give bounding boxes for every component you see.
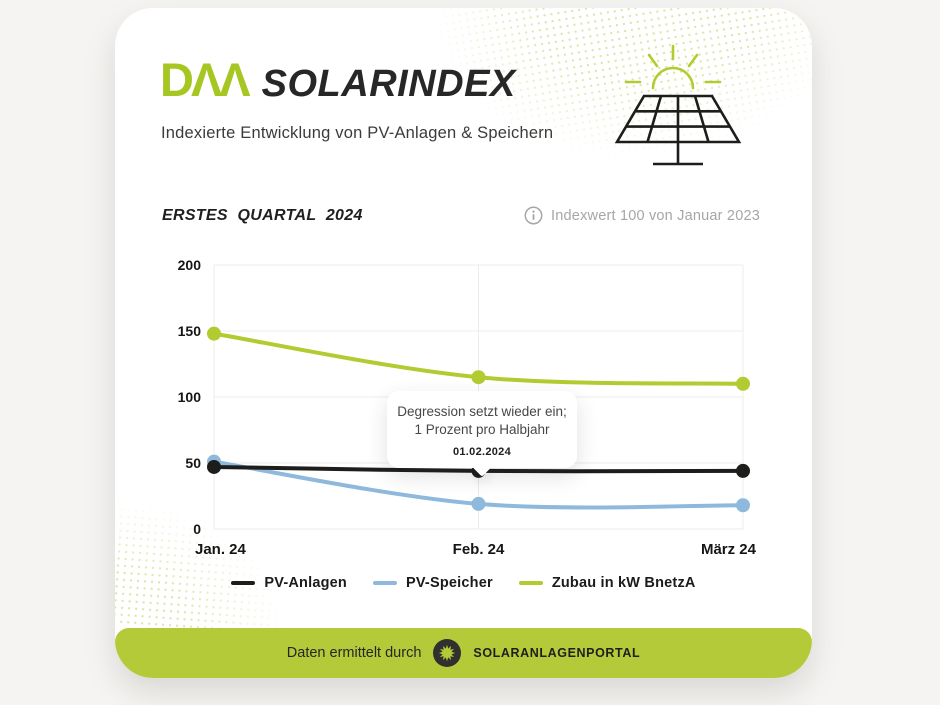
legend-item-pv-anlagen: PV-Anlagen <box>231 575 347 591</box>
point-pv-speicher <box>736 498 750 513</box>
annotation-date: 01.02.2024 <box>452 446 512 459</box>
y-tick-label: 0 <box>193 521 201 537</box>
annotation-line1: Degression setzt wieder ein; <box>397 404 567 419</box>
x-tick-label: Feb. 24 <box>453 541 505 558</box>
legend-swatch-pv-speicher <box>372 581 397 585</box>
sun-icon <box>624 44 722 90</box>
legend-item-pv-speicher: PV-Speicher <box>372 575 493 591</box>
infographic-card: DΛΛ SOLARINDEX Indexierte Entwicklung vo… <box>115 8 812 678</box>
solar-panel-icon <box>614 44 742 166</box>
footer-brand: SOLARANLAGENPORTAL <box>473 646 641 660</box>
x-tick-label: Jan. 24 <box>195 541 247 558</box>
subtitle: Indexierte Entwicklung von PV-Anlagen & … <box>161 124 554 142</box>
annotation-tooltip: Degression setzt wieder ein; 1 Prozent p… <box>387 391 577 469</box>
page-title: SOLARINDEX <box>261 63 516 105</box>
chart-legend: PV-Anlagen PV-Speicher Zubau in kW Bnetz… <box>115 575 812 591</box>
x-tick-label: März 24 <box>701 541 757 558</box>
section-header: ERSTES QUARTAL 2024 Indexwert 100 von Ja… <box>162 206 760 225</box>
legend-label: PV-Speicher <box>405 575 493 591</box>
index-note-wrap: Indexwert 100 von Januar 2023 <box>524 206 760 225</box>
chart-svg: 0 50 100 150 200 Jan. 24 Feb. 24 März 24 <box>178 257 757 558</box>
legend-label: Zubau in kW BnetzA <box>551 575 696 591</box>
legend-item-zubau: Zubau in kW BnetzA <box>518 575 696 591</box>
legend-swatch-pv-anlagen <box>231 581 256 585</box>
point-zubau-in-kw-bnetza <box>471 370 486 385</box>
sunburst-shape <box>439 644 456 662</box>
section-heading: ERSTES QUARTAL 2024 <box>162 206 363 224</box>
footer-bar: Daten ermittelt durch SOLARANLAGENPORTAL <box>115 628 812 678</box>
footer-text: Daten ermittelt durch <box>286 645 422 661</box>
point-zubau-in-kw-bnetza <box>207 326 221 341</box>
index-note: Indexwert 100 von Januar 2023 <box>551 207 760 224</box>
legend-swatch-zubau <box>518 581 543 585</box>
brand-header: DΛΛ SOLARINDEX <box>160 56 516 103</box>
legend-label: PV-Anlagen <box>264 575 347 591</box>
point-pv-anlagen <box>736 463 750 478</box>
panel-grid <box>614 94 742 166</box>
point-pv-speicher <box>471 496 486 511</box>
info-icon <box>524 206 543 225</box>
chart-area: 0 50 100 150 200 Jan. 24 Feb. 24 März 24 <box>152 255 792 565</box>
y-tick-label: 150 <box>178 323 202 339</box>
annotation-line2: 1 Prozent pro Halbjahr <box>414 422 550 438</box>
daa-logo: DΛΛ <box>160 53 251 106</box>
point-pv-anlagen <box>207 459 221 474</box>
point-zubau-in-kw-bnetza <box>736 376 750 391</box>
solaranlagenportal-logo-icon <box>433 639 462 667</box>
y-tick-label: 50 <box>185 455 201 471</box>
y-tick-label: 100 <box>178 389 202 405</box>
y-tick-label: 200 <box>178 257 202 273</box>
